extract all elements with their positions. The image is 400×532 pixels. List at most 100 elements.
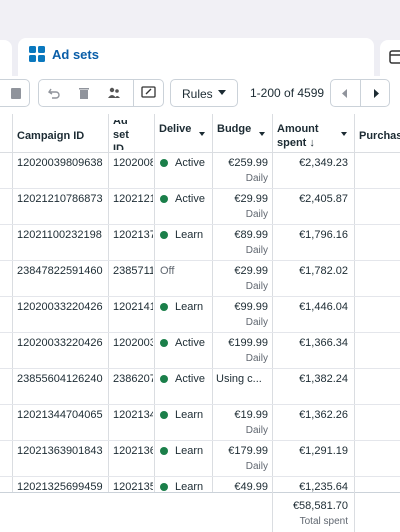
ad-set-id: 1202135 — [113, 481, 153, 493]
delivery: Active — [175, 157, 205, 169]
column-header: Amount spent ↓ — [277, 123, 319, 149]
amount-spent: €1,366.34 — [299, 337, 348, 349]
tab-partial[interactable] — [0, 40, 12, 76]
budget-type: Daily — [245, 245, 268, 256]
tab-partial[interactable] — [380, 40, 400, 76]
budget: €99.99 — [234, 301, 268, 313]
tab-label: Ad sets — [52, 47, 99, 62]
column-divider — [154, 114, 155, 532]
ad-set-id: 2386207 — [113, 373, 153, 385]
campaign-id: 12021363901843 — [17, 445, 103, 457]
undo-icon[interactable] — [47, 86, 61, 100]
row-border — [0, 440, 400, 441]
budget: Using c... — [216, 373, 262, 385]
status-dot — [160, 483, 168, 491]
budget: €29.99 — [234, 193, 268, 205]
row-border — [0, 224, 400, 225]
budget: €89.99 — [234, 229, 268, 241]
campaign-id: 23847822591460 — [17, 265, 103, 277]
column-header: Budge — [217, 123, 252, 135]
column-divider — [354, 114, 355, 532]
status-dot — [160, 411, 168, 419]
next[interactable] — [372, 89, 380, 98]
campaign-id: 12020033220426 — [17, 337, 103, 349]
status-dot — [160, 447, 168, 455]
budget: €259.99 — [228, 157, 268, 169]
budget: €199.99 — [228, 337, 268, 349]
table: Campaign ID Ad set ID Delive Budge Amount sp… — [0, 114, 400, 532]
status-dot — [160, 375, 168, 383]
budget-type: Daily — [245, 425, 268, 436]
campaign-id: 12020039809638 — [17, 157, 103, 169]
amount-spent: €1,235.64 — [299, 481, 348, 493]
delete-icon[interactable] — [77, 86, 91, 100]
row-border — [0, 296, 400, 297]
ads-icon — [389, 50, 400, 64]
amount-spent: €2,405.87 — [299, 193, 348, 205]
delivery: Learn — [175, 229, 204, 241]
column-header: Ad set ID — [113, 120, 129, 150]
ad-set-id: 1202137 — [113, 229, 153, 241]
prev[interactable] — [341, 89, 349, 98]
delivery: Learn — [175, 481, 204, 493]
total-value: €58,581.70 — [292, 500, 348, 512]
sort-caret — [199, 132, 205, 136]
delivery: Active — [175, 373, 205, 385]
ad-sets-icon — [29, 46, 45, 62]
total-divider — [354, 492, 355, 532]
people-icon[interactable] — [107, 86, 121, 100]
sort-caret — [259, 132, 265, 136]
pager — [330, 79, 390, 107]
campaign-id: 12021210786873 — [17, 193, 103, 205]
budget-type: Daily — [245, 281, 268, 292]
header-border — [0, 152, 400, 153]
status-dot — [160, 303, 168, 311]
status-dot — [160, 159, 168, 167]
campaign-id: 12021344704065 — [17, 409, 103, 421]
column-header: Delive — [159, 123, 192, 135]
delivery: Active — [175, 337, 205, 349]
status-dot — [160, 195, 168, 203]
row-border — [0, 368, 400, 369]
row-border — [0, 332, 400, 333]
column-divider — [12, 114, 13, 532]
budget-type: Daily — [245, 461, 268, 472]
status-dot — [160, 339, 168, 347]
column-header: Campaign ID — [17, 130, 85, 142]
ad-set-id: 2385711 — [113, 265, 153, 277]
rules-dropdown[interactable]: Rules — [170, 79, 238, 107]
pagination: 1-200 of 4599 — [250, 86, 325, 100]
delivery: Off — [160, 265, 175, 277]
delivery: Learn — [175, 301, 204, 313]
total-divider — [272, 492, 273, 532]
campaign-id: 12021325699459 — [17, 481, 103, 493]
row-border — [0, 404, 400, 405]
ad-set-id: 1202136 — [113, 445, 153, 457]
amount-spent: €1,782.02 — [299, 265, 348, 277]
amount-spent: €1,446.04 — [299, 301, 348, 313]
campaign-id: 12020033220426 — [17, 301, 103, 313]
ad-set-id: 1202134 — [113, 409, 153, 421]
column-divider — [108, 114, 109, 532]
edit-icon[interactable] — [141, 86, 157, 100]
ad-set-id: 1202121 — [113, 193, 153, 205]
row-border — [0, 476, 400, 477]
status-dot — [160, 231, 168, 239]
budget-type: Daily — [245, 317, 268, 328]
sort-caret — [341, 132, 347, 136]
amount-spent: €1,362.26 — [299, 409, 348, 421]
icon-button[interactable] — [0, 79, 30, 107]
budget: €29.99 — [234, 265, 268, 277]
amount-spent: €1,291.19 — [299, 445, 348, 457]
ad-set-id: 1202141 — [113, 301, 153, 313]
total-row — [0, 492, 400, 532]
amount-spent: €1,382.24 — [299, 373, 348, 385]
rules-label: Rules — [182, 87, 213, 101]
campaign-id: 12021100232198 — [17, 229, 102, 241]
delivery: Learn — [175, 409, 204, 421]
budget-type: Daily — [245, 353, 268, 364]
budget: €19.99 — [234, 409, 268, 421]
delivery: Active — [175, 193, 205, 205]
ad-set-id: 1202003 — [113, 337, 153, 349]
tab[interactable]: Ad sets — [18, 38, 374, 76]
